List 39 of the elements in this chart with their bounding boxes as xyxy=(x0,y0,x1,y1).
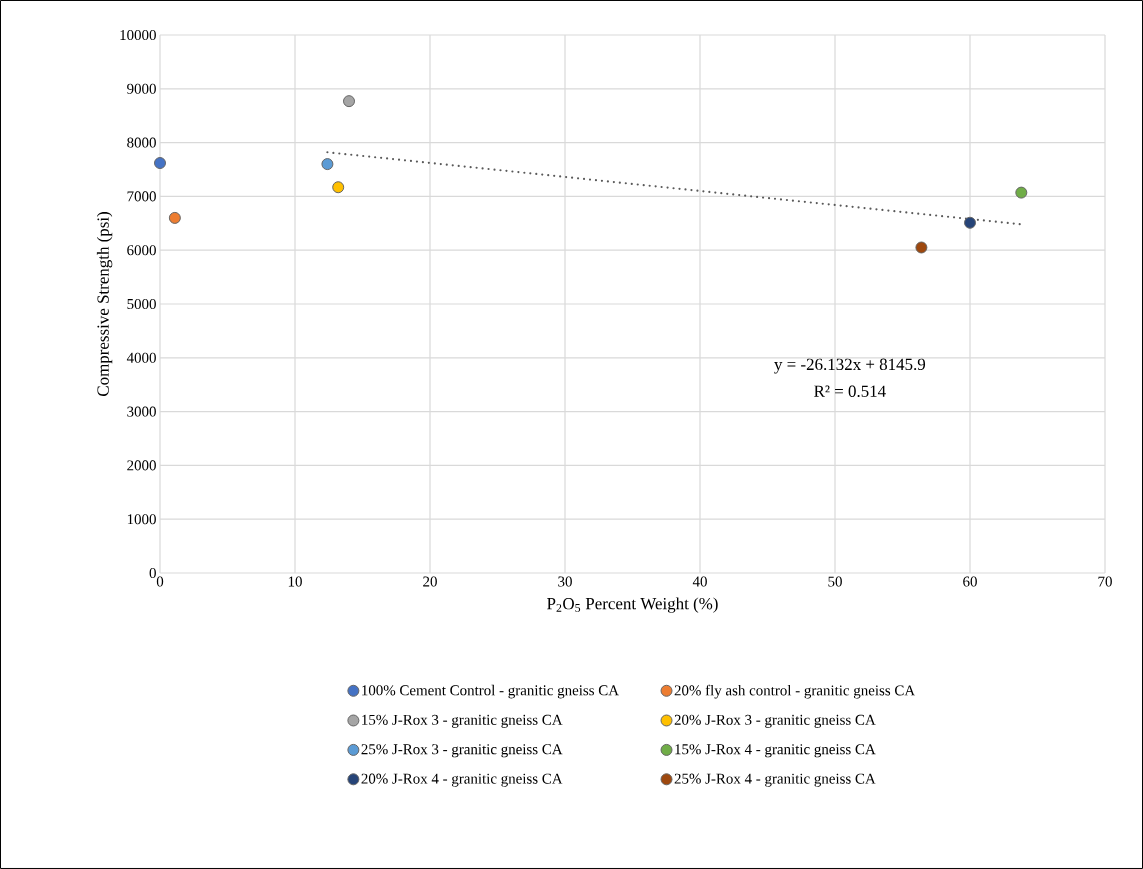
y-tick-label: 5000 xyxy=(127,298,156,310)
legend-label: 20% fly ash control - granitic gneiss CA xyxy=(674,684,916,699)
y-tick-label: 1000 xyxy=(127,514,156,525)
x-tick-label: 30 xyxy=(558,576,572,587)
y-tick-label: 9000 xyxy=(127,83,156,94)
point xyxy=(168,211,181,224)
point xyxy=(321,158,334,171)
legend-label: 15% J-Rox 3 - granitic gneiss CA xyxy=(362,714,563,728)
annotation: y = -26.132x + 8145.9 xyxy=(774,358,926,374)
x-tick-label: 70 xyxy=(1098,576,1112,587)
y-tick-label: 6000 xyxy=(127,245,156,256)
x-tick-label: 20 xyxy=(423,576,437,587)
legend-label: 20% J-Rox 4 - granitic gneiss CA xyxy=(361,773,563,787)
y-tick-label: 10000 xyxy=(120,29,156,41)
point xyxy=(1015,186,1028,199)
legend-label: 15% J-Rox 4 - granitic gneiss CA xyxy=(675,744,876,758)
point xyxy=(332,181,345,194)
legend-label: 25% J-Rox 4 - granitic gneiss CA xyxy=(674,773,876,787)
x-tick-label: 60 xyxy=(963,576,977,587)
x-axis-title: P$_{2}$O$_{5}$ Percent Weight (%) xyxy=(547,597,718,613)
legend-label: 25% J-Rox 3 - granitic gneiss CA xyxy=(361,744,563,758)
point xyxy=(343,95,356,108)
y-axis-title: Compressive Strength (psi) xyxy=(96,212,113,396)
x-tick-label: 0 xyxy=(156,576,164,587)
point xyxy=(915,241,928,254)
x-tick-label: 10 xyxy=(288,576,302,587)
y-tick-label: 0 xyxy=(149,567,156,579)
y-tick-label: 8000 xyxy=(127,137,156,148)
legend-label: 20% J-Rox 3 - granitic gneiss CA xyxy=(674,714,876,728)
y-tick-label: 2000 xyxy=(127,460,156,471)
x-tick-label: 50 xyxy=(828,576,842,587)
point xyxy=(154,157,167,170)
point xyxy=(964,216,977,229)
y-tick-label: 3000 xyxy=(127,406,156,417)
annotation: R² = 0.514 xyxy=(814,385,886,398)
x-tick-label: 40 xyxy=(692,576,707,587)
legend-label: 100% Cement Control - granitic gneiss CA xyxy=(362,684,619,699)
y-tick-label: 7000 xyxy=(127,191,156,202)
y-tick-label: 4000 xyxy=(126,352,156,363)
